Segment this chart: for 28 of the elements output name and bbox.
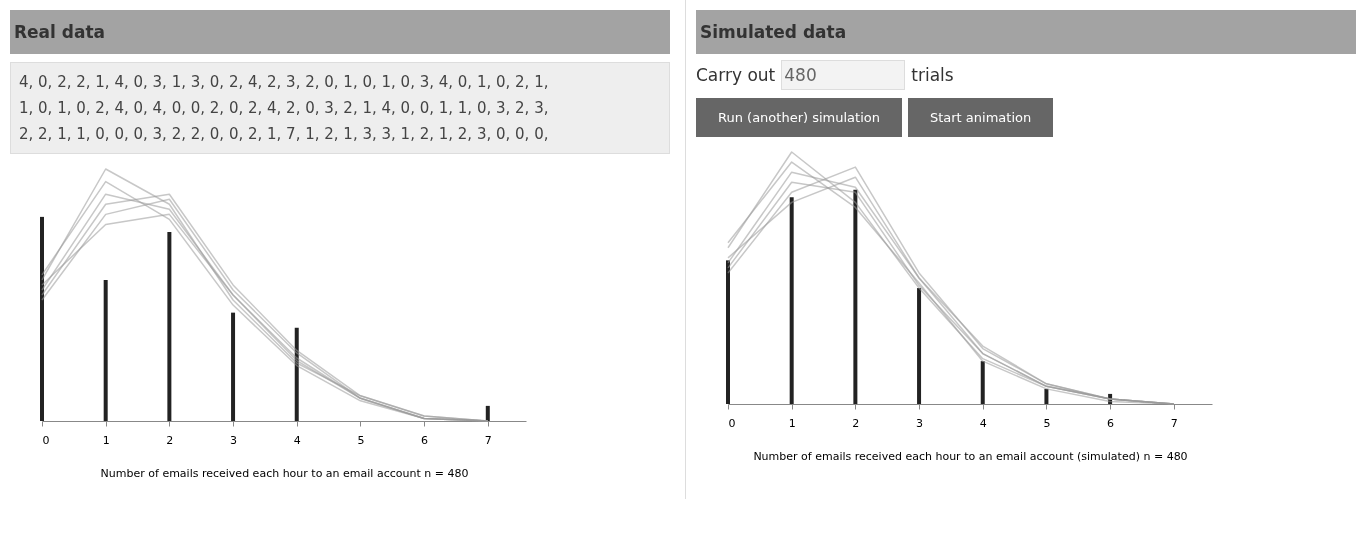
chart-title: Simulated data: [696, 10, 1356, 54]
x-tick-label: 6: [421, 433, 429, 447]
text: Start animation: [907, 98, 1054, 137]
x-tick-label: 1: [788, 416, 796, 430]
text: 1, 0, 1, 0, 2, 4, 0, 4, 0, 0, 2, 0, 2, 4, 2, 0, 3, 2, 1, 4, 0, 0, 1, 1, 0, 3, 2, 3,: [19, 98, 550, 119]
x-tick-label: 6: [1107, 416, 1115, 430]
x-tick-label: 0: [728, 416, 736, 430]
x-tick-label: 1: [102, 433, 110, 447]
text: 4, 0, 2, 2, 1, 4, 0, 3, 1, 3, 0, 2, 4, 2, 3, 2, 0, 1, 0, 1, 0, 3, 4, 0, 1, 0, 2, 1,: [19, 72, 550, 93]
x-tick-label: 7: [1170, 416, 1178, 430]
x-tick-label: 4: [979, 416, 987, 430]
x-tick-label: 2: [852, 416, 860, 430]
x-tick-label: 3: [916, 416, 924, 430]
x-tick-label: 5: [1043, 416, 1051, 430]
x-tick-label: 0: [42, 433, 50, 447]
x-axis-title: Number of emails received each hour to an email account n = 480: [100, 466, 469, 480]
text: Run (another) simulation: [696, 98, 902, 137]
x-tick-label: 5: [357, 433, 365, 447]
text: 480: [781, 60, 906, 90]
x-axis-title: Number of emails received each hour to an email account (simulated) n = 480: [753, 449, 1188, 463]
x-tick-label: 3: [230, 433, 238, 447]
x-tick-label: 7: [484, 433, 492, 447]
text: 2, 2, 1, 1, 0, 0, 0, 3, 2, 2, 0, 0, 2, 1, 7, 1, 2, 1, 3, 3, 1, 2, 1, 2, 3, 0, 0, 0,: [19, 124, 550, 145]
text: trials: [911, 65, 954, 85]
x-tick-label: 2: [166, 433, 174, 447]
chart-title: Real data: [10, 10, 670, 54]
x-tick-label: 4: [293, 433, 301, 447]
text: Carry out: [696, 65, 776, 85]
